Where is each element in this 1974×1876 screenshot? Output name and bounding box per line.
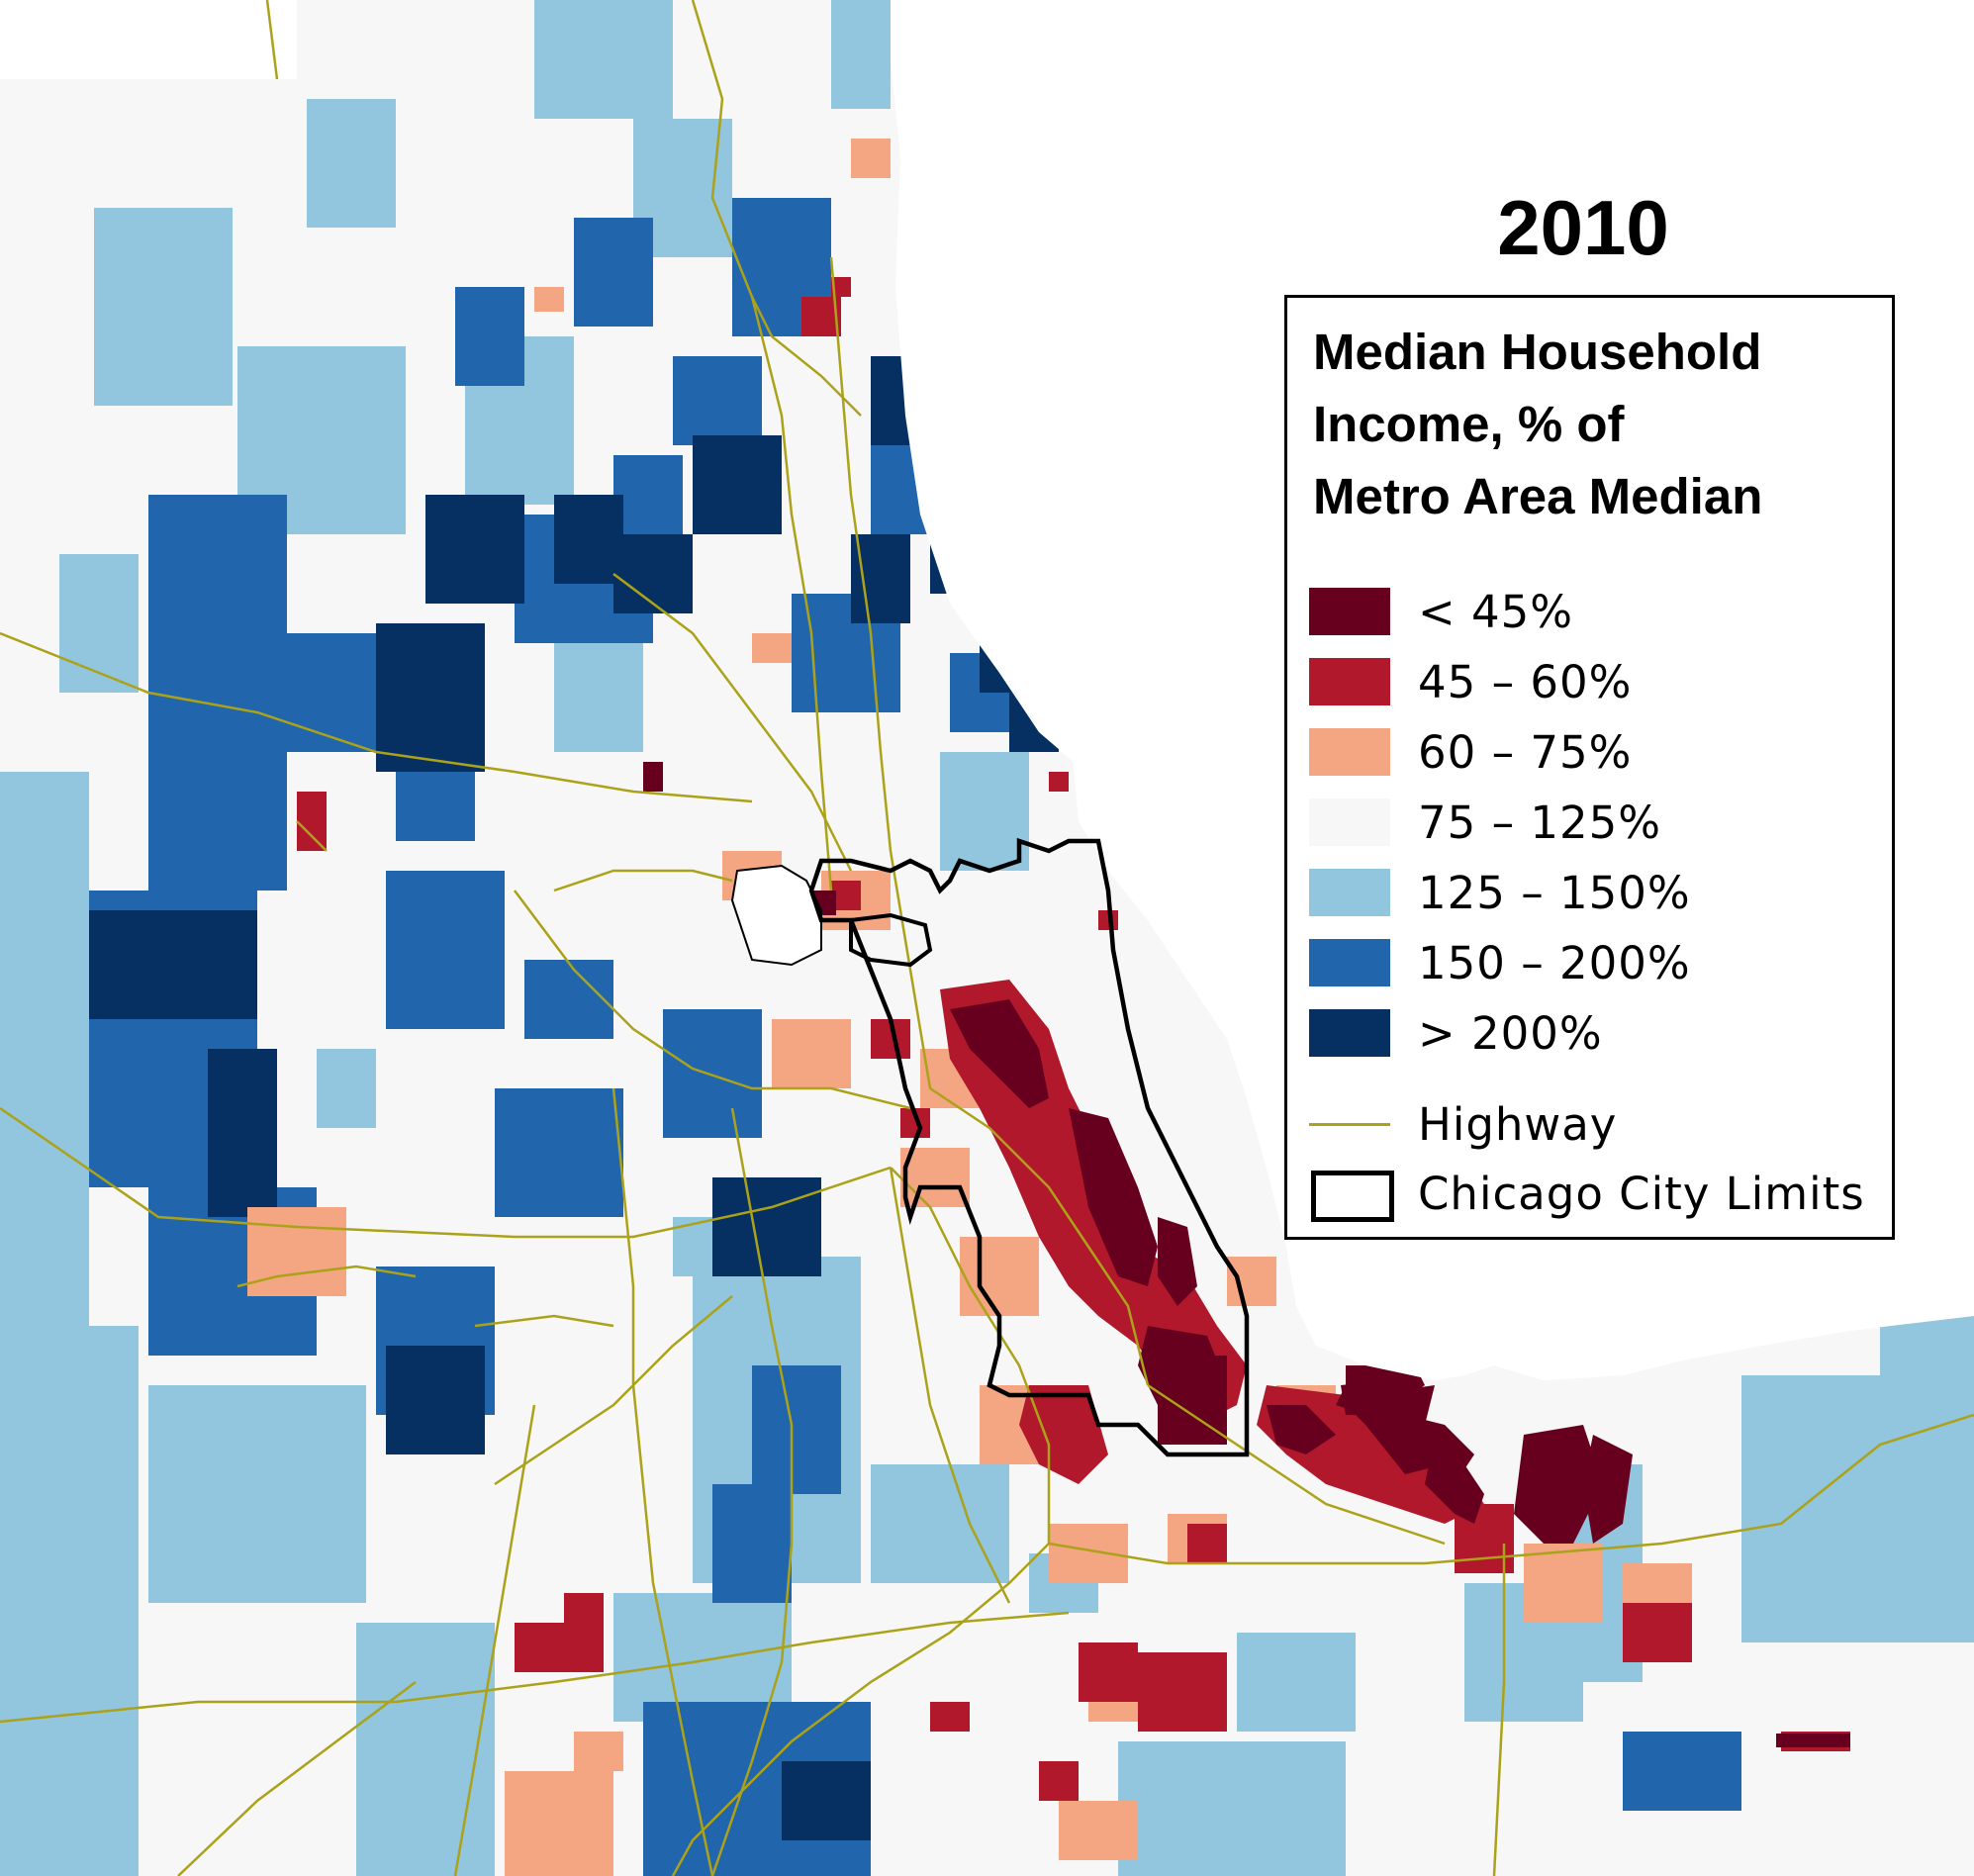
top-left-white-area xyxy=(0,0,297,79)
legend-swatch xyxy=(1309,728,1390,776)
legend-item-highway: Highway xyxy=(1309,1098,1883,1151)
legend-item-city-limits: Chicago City Limits xyxy=(1309,1168,1883,1222)
legend-label: 45 – 60% xyxy=(1418,656,1633,708)
legend-label: Highway xyxy=(1418,1098,1618,1151)
legend-swatch xyxy=(1309,939,1390,986)
legend-title-line: Income, % of xyxy=(1313,396,1625,452)
city-limits-box-icon xyxy=(1311,1171,1394,1222)
chicago-city-limits-inner xyxy=(849,912,933,968)
tracts-60-75 xyxy=(247,139,1692,1876)
legend-item: 75 – 125% xyxy=(1309,797,1883,849)
legend-title: Median Household Income, % of Metro Area… xyxy=(1313,316,1877,532)
legend-swatch xyxy=(1309,1009,1390,1057)
legend-swatch xyxy=(1309,588,1390,635)
legend-swatch xyxy=(1309,658,1390,705)
chicago-city-limits xyxy=(808,837,1250,1457)
highway-line-icon xyxy=(1309,1123,1390,1126)
legend-label: 125 – 150% xyxy=(1418,867,1691,919)
legend-item: > 200% xyxy=(1309,1007,1883,1060)
legend-label: 150 – 200% xyxy=(1418,937,1691,989)
legend-item: 125 – 150% xyxy=(1309,867,1883,919)
legend-swatch xyxy=(1309,869,1390,916)
legend: Median Household Income, % of Metro Area… xyxy=(1284,295,1895,1240)
legend-item: 150 – 200% xyxy=(1309,937,1883,989)
legend-swatch xyxy=(1309,798,1390,846)
legend-label: Chicago City Limits xyxy=(1418,1168,1865,1220)
legend-label: 75 – 125% xyxy=(1418,797,1662,849)
ohare-airport xyxy=(730,864,822,967)
map-title: 2010 xyxy=(1497,184,1669,271)
legend-title-line: Median Household xyxy=(1313,324,1762,380)
legend-title-line: Metro Area Median xyxy=(1313,468,1763,524)
legend-label: 60 – 75% xyxy=(1418,726,1633,779)
legend-label: > 200% xyxy=(1418,1007,1603,1060)
legend-item: 45 – 60% xyxy=(1309,656,1883,708)
legend-label: < 45% xyxy=(1418,586,1574,638)
legend-item: < 45% xyxy=(1309,586,1883,638)
legend-item: 60 – 75% xyxy=(1309,726,1883,779)
tracts-under-45 xyxy=(643,762,1850,1747)
